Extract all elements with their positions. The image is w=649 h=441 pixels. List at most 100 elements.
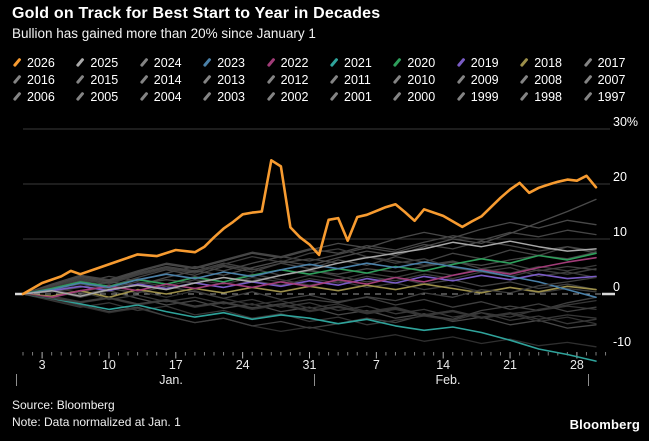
series-line-2024: [22, 276, 597, 309]
axis-separator: [314, 374, 316, 386]
legend-year-label: 2020: [407, 55, 436, 70]
legend-item-2021[interactable]: 2021: [327, 55, 390, 70]
month-label-Jan: Jan.: [159, 373, 183, 387]
y-axis-label-10: 10: [613, 225, 627, 239]
legend-year-label: 2009: [470, 72, 499, 87]
series-line-1997: [22, 293, 597, 348]
series-line-2011: [22, 293, 597, 326]
x-axis-label-day-24: 24: [235, 358, 250, 372]
month-label-Feb: Feb.: [435, 373, 461, 387]
x-axis-label-day-17: 17: [168, 358, 183, 372]
legend-item-2020[interactable]: 2020: [390, 55, 453, 70]
page-title: Gold on Track for Best Start to Year in …: [12, 5, 381, 22]
legend-item-1997[interactable]: 1997: [581, 89, 644, 104]
x-axis-label-day-10: 10: [101, 358, 116, 372]
legend-year-label: 2004: [153, 89, 182, 104]
axis-separator: [588, 374, 590, 386]
legend-year-label: 2022: [280, 55, 309, 70]
series-line-2013: [22, 291, 597, 325]
legend-year-label: 2006: [27, 89, 55, 104]
legend-item-2023[interactable]: 2023: [200, 55, 263, 70]
legend-item-2004[interactable]: 2004: [137, 89, 200, 104]
series-line-2025: [22, 240, 597, 297]
y-axis-label-30: 30%: [613, 115, 639, 129]
legend-item-2014[interactable]: 2014: [137, 72, 200, 87]
series-line-2012: [22, 255, 597, 295]
legend-item-2005[interactable]: 2005: [73, 89, 136, 104]
legend-item-2000[interactable]: 2000: [390, 89, 453, 104]
legend-year-label: 2014: [153, 72, 182, 87]
legend-year-label: 2015: [90, 72, 119, 87]
legend-year-label: 2007: [597, 72, 626, 87]
legend-year-label: 2018: [534, 55, 562, 70]
legend-year-label: 2008: [534, 72, 562, 87]
legend-item-2006[interactable]: 2006: [10, 89, 73, 104]
y-axis-label--10: -10: [613, 335, 632, 349]
legend-year-label: 1998: [534, 89, 562, 104]
legend-item-2025[interactable]: 2025: [73, 55, 136, 70]
legend-item-2001[interactable]: 2001: [327, 89, 390, 104]
legend-year-label: 2024: [153, 55, 182, 70]
bloomberg-logo: Bloomberg: [569, 417, 640, 432]
legend-item-2024[interactable]: 2024: [137, 55, 200, 70]
legend-year-label: 2000: [407, 89, 436, 104]
series-line-2014: [22, 240, 597, 295]
series-line-2016: [22, 198, 597, 295]
legend-item-2016[interactable]: 2016: [10, 72, 73, 87]
series-line-2004: [22, 285, 597, 313]
legend-item-2008[interactable]: 2008: [517, 72, 580, 87]
legend-item-2010[interactable]: 2010: [390, 72, 453, 87]
legend-item-2022[interactable]: 2022: [264, 55, 327, 70]
legend-item-2002[interactable]: 2002: [264, 89, 327, 104]
legend-item-2003[interactable]: 2003: [200, 89, 263, 104]
page-subtitle: Bullion has gained more than 20% since J…: [12, 26, 316, 41]
series-line-2002: [22, 264, 597, 295]
legend-year-label: 1999: [470, 89, 499, 104]
y-axis-label-0: 0: [613, 280, 620, 294]
legend-year-label: 2019: [470, 55, 499, 70]
legend-year-label: 2025: [90, 55, 119, 70]
legend-item-1998[interactable]: 1998: [517, 89, 580, 104]
legend-year-label: 2021: [344, 55, 372, 70]
series-line-2023: [22, 261, 597, 299]
legend-item-2026[interactable]: 2026: [10, 55, 73, 70]
legend-year-label: 2013: [217, 72, 245, 87]
legend-item-2011[interactable]: 2011: [327, 72, 390, 87]
legend-year-label: 2005: [90, 89, 119, 104]
legend-year-label: 2011: [344, 72, 371, 87]
legend-year-label: 2010: [407, 72, 436, 87]
series-line-2008: [22, 229, 597, 295]
source-text: Source: Bloomberg: [12, 398, 115, 412]
legend-item-1999[interactable]: 1999: [454, 89, 517, 104]
legend-item-2012[interactable]: 2012: [264, 72, 327, 87]
legend-year-label: 2001: [344, 89, 372, 104]
legend-year-label: 1997: [597, 89, 626, 104]
legend-item-2009[interactable]: 2009: [454, 72, 517, 87]
legend-item-2015[interactable]: 2015: [73, 72, 136, 87]
legend-year-label: 2023: [217, 55, 245, 70]
series-line-2026: [21, 159, 598, 296]
y-axis-label-20: 20: [613, 170, 627, 184]
legend-year-label: 2026: [27, 55, 55, 70]
legend-year-label: 2002: [280, 89, 309, 104]
axis-separator: [16, 374, 18, 386]
series-line-2010: [22, 293, 597, 329]
legend-year-label: 2003: [217, 89, 245, 104]
legend-item-2007[interactable]: 2007: [581, 72, 644, 87]
x-axis-label-day-31: 31: [302, 358, 317, 372]
legend-year-label: 2016: [27, 72, 55, 87]
legend: 2026 2025 2024 2023 2022 2021 2020 2019 2018 2017…: [10, 55, 644, 104]
x-axis-label-day-14: 14: [436, 358, 451, 372]
legend-item-2013[interactable]: 2013: [200, 72, 263, 87]
note-text: Note: Data normalized at Jan. 1: [12, 415, 181, 429]
series-line-2015: [22, 248, 597, 295]
x-axis-label-day-21: 21: [503, 358, 517, 372]
x-axis-label-day-28: 28: [569, 358, 584, 372]
legend-item-2019[interactable]: 2019: [454, 55, 517, 70]
legend-item-2017[interactable]: 2017: [581, 55, 644, 70]
series-line-2021: [22, 293, 597, 362]
series-line-1999: [22, 290, 597, 329]
legend-item-2018[interactable]: 2018: [517, 55, 580, 70]
